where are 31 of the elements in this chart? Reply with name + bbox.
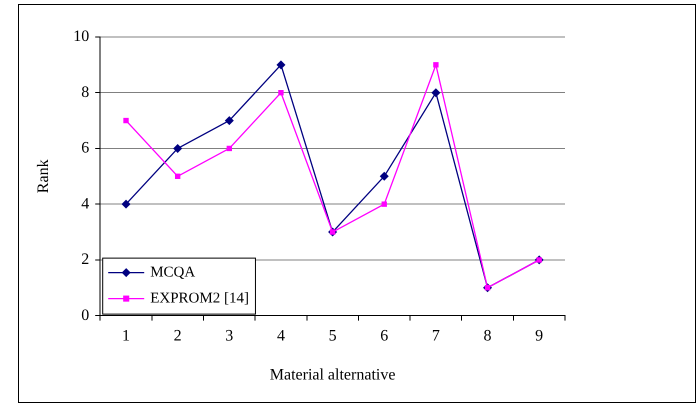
- x-tick-label: 6: [380, 327, 388, 344]
- x-tick-label: 8: [484, 327, 492, 344]
- x-tick-label: 4: [276, 327, 285, 344]
- point: [174, 174, 180, 179]
- y-tick-label: 0: [81, 306, 90, 324]
- point: [173, 144, 182, 153]
- x-tick-label: 3: [225, 327, 234, 344]
- point: [380, 172, 389, 181]
- point: [278, 90, 284, 96]
- y-tick-label: 6: [81, 140, 90, 157]
- legend-label: MCQA: [150, 264, 196, 281]
- x-tick-label: 9: [535, 327, 544, 344]
- x-tick-label: 1: [122, 327, 130, 344]
- point: [224, 116, 234, 126]
- x-axis-title: Material alternative: [270, 366, 396, 384]
- x-tick-label: 5: [328, 327, 337, 344]
- point: [382, 201, 387, 207]
- x-tick-label: 2: [174, 327, 182, 344]
- y-tick-label: 2: [81, 251, 90, 268]
- point: [122, 200, 131, 209]
- point: [123, 118, 129, 124]
- point: [431, 88, 440, 98]
- y-tick-label: 8: [81, 84, 90, 101]
- y-tick-label: 10: [73, 28, 90, 46]
- x-tick-label: 7: [432, 327, 440, 344]
- y-axis-title: Rank: [34, 159, 52, 194]
- legend-label: EXPROM2 [14]: [150, 290, 249, 307]
- point: [276, 60, 286, 70]
- point: [433, 62, 439, 68]
- y-tick-label: 4: [81, 195, 90, 212]
- point: [226, 146, 232, 152]
